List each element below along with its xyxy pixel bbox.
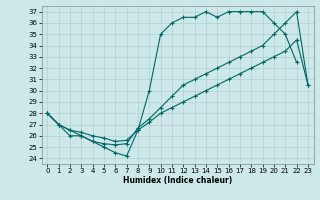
X-axis label: Humidex (Indice chaleur): Humidex (Indice chaleur)	[123, 176, 232, 185]
